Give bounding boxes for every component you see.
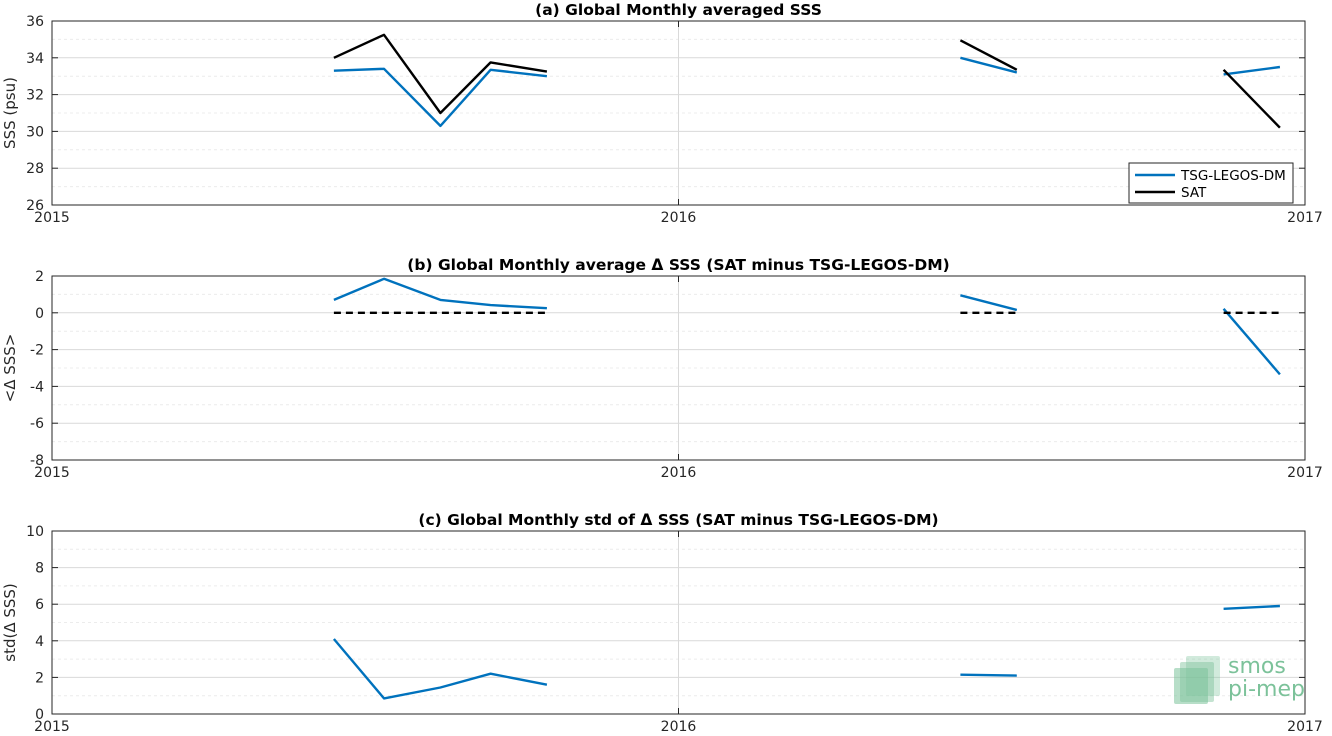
y-axis-label: SSS (psu) <box>1 77 19 149</box>
logo-text-line1: smos <box>1228 654 1286 679</box>
x-tick-label: 2015 <box>34 210 70 226</box>
panel-a: 26 28 30 32 34 36 2015 2016 2017 (a) Global Month… <box>1 1 1323 226</box>
y-tick-label: 2 <box>35 269 44 285</box>
y-axis-label: <Δ SSS> <box>1 334 19 403</box>
y-tick-label: 28 <box>26 161 44 177</box>
y-tick-label: -8 <box>30 453 44 469</box>
y-tick-label: 34 <box>26 51 44 67</box>
logo-text-line2: pi-mep <box>1228 677 1305 702</box>
panel-b: -8 -6 -4 -2 0 2 2015 2016 2017 (b) Global Monthly… <box>1 256 1323 481</box>
x-tick-label: 2016 <box>661 465 697 481</box>
series-1-segment-1 <box>959 39 1018 71</box>
y-tick-label: 2 <box>35 670 44 686</box>
legend-label: TSG-LEGOS-DM <box>1180 168 1286 184</box>
series-0-segment-0 <box>333 67 548 128</box>
series-1-segment-2 <box>1222 68 1281 129</box>
series-0-segment-1 <box>960 294 1018 312</box>
legend-label: SAT <box>1181 185 1207 201</box>
chart-title: (a) Global Monthly averaged SSS <box>535 1 822 19</box>
x-tick-label: 2017 <box>1287 719 1323 735</box>
series-0-segment-1 <box>960 56 1018 74</box>
y-tick-label: 10 <box>26 524 44 540</box>
logo-mark <box>1174 656 1220 704</box>
panel-c: 0 2 4 6 8 10 2015 2016 2017 (c) Global Monthly st… <box>1 511 1323 735</box>
chart-title: (b) Global Monthly average Δ SSS (SAT mi… <box>407 256 949 274</box>
series-0-segment-2 <box>1222 308 1281 376</box>
y-axis-label: std(Δ SSS) <box>1 583 19 662</box>
y-tick-label: 8 <box>35 561 44 577</box>
y-tick-label: 36 <box>26 14 44 30</box>
y-tick-label: 26 <box>26 198 44 214</box>
y-tick-label: 30 <box>26 124 44 140</box>
y-tick-label: 4 <box>35 634 44 650</box>
series-0-segment-1 <box>960 673 1017 677</box>
x-tick-label: 2017 <box>1287 465 1323 481</box>
x-tick-label: 2016 <box>661 719 697 735</box>
series-1-segment-0 <box>333 33 548 115</box>
x-tick-label: 2016 <box>661 210 697 226</box>
x-tick-label: 2017 <box>1287 210 1323 226</box>
series-0-segment-0 <box>333 277 547 310</box>
y-tick-label: -4 <box>30 379 44 395</box>
y-tick-label: 32 <box>26 88 44 104</box>
series-0-segment-2 <box>1223 604 1280 610</box>
y-tick-label: 0 <box>35 306 44 322</box>
y-tick-label: 6 <box>35 597 44 613</box>
y-tick-label: -2 <box>30 343 44 359</box>
series-0-segment-2 <box>1223 65 1281 76</box>
smos-pi-mep-logo: smos pi-mep <box>1174 654 1305 704</box>
y-tick-label: -6 <box>30 416 44 432</box>
legend-box <box>1128 162 1294 204</box>
x-tick-label: 2015 <box>34 719 70 735</box>
chart-title: (c) Global Monthly std of Δ SSS (SAT min… <box>418 511 938 529</box>
y-tick-label: 0 <box>35 707 44 723</box>
series-0-segment-0 <box>332 638 548 700</box>
x-tick-label: 2015 <box>34 465 70 481</box>
